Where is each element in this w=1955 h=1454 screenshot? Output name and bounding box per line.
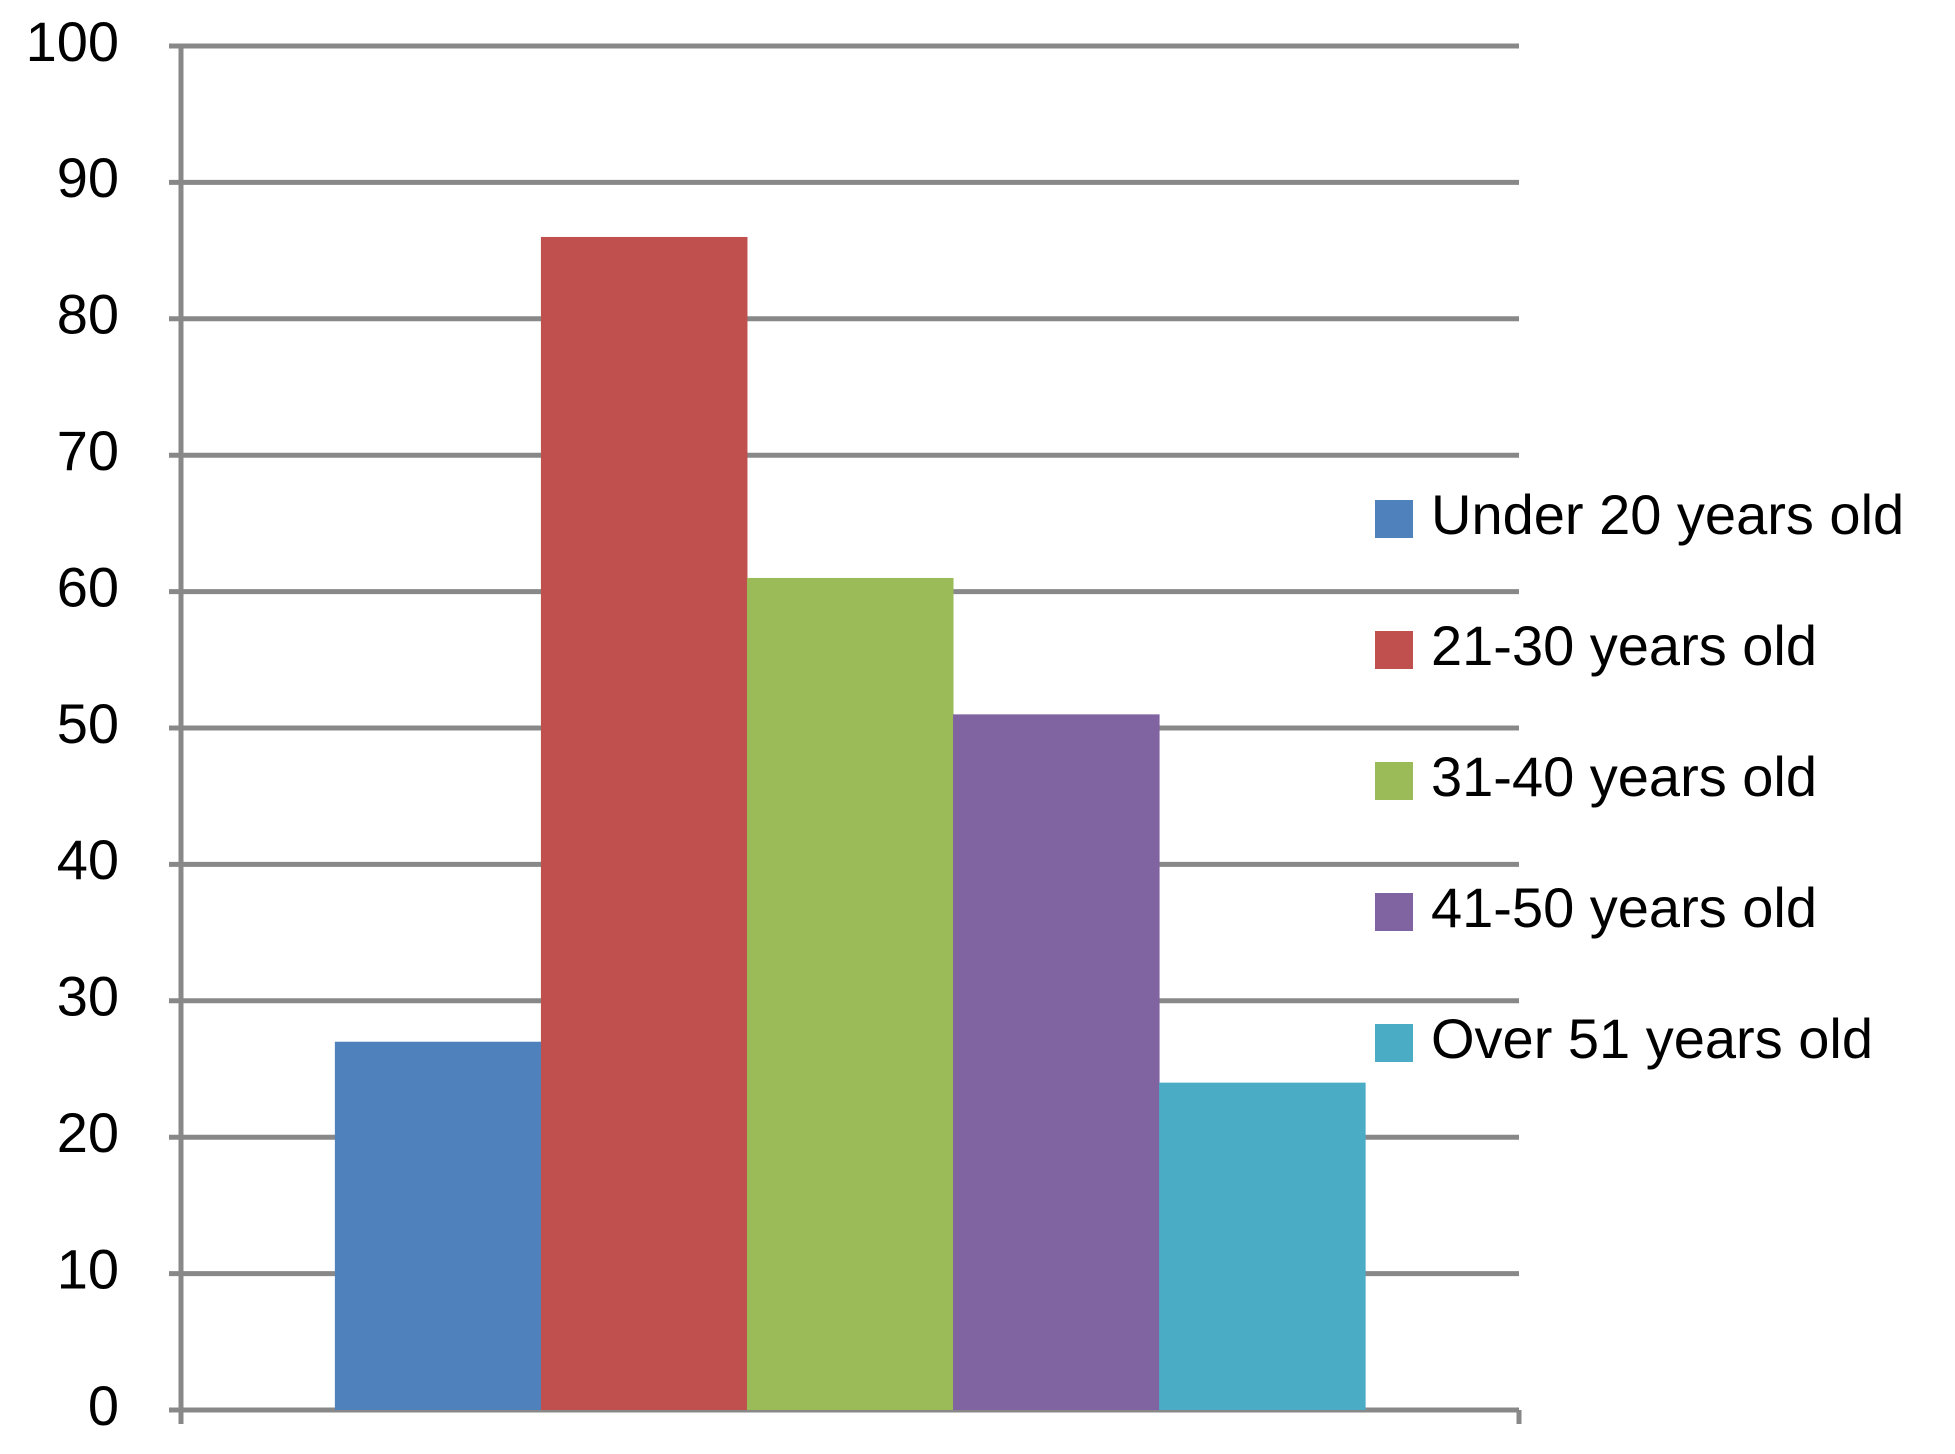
legend-label: 21-30 years old <box>1431 614 1817 677</box>
legend-swatch <box>1375 893 1413 931</box>
y-tick-label: 50 <box>57 692 119 755</box>
legend-label: 31-40 years old <box>1431 745 1817 808</box>
legend-label: 41-50 years old <box>1431 876 1817 939</box>
bar <box>540 236 748 1411</box>
legend-swatch <box>1375 762 1413 800</box>
y-tick-label: 20 <box>57 1101 119 1164</box>
legend-swatch <box>1375 500 1413 538</box>
bar <box>1159 1082 1366 1410</box>
y-tick-label: 60 <box>57 555 119 618</box>
legend-label: Over 51 years old <box>1431 1007 1873 1070</box>
y-tick-label: 30 <box>57 965 119 1028</box>
y-tick-label: 80 <box>57 283 119 346</box>
legend-swatch <box>1375 1024 1413 1062</box>
bar <box>334 1041 542 1410</box>
y-tick-label: 70 <box>57 419 119 482</box>
y-tick-label: 100 <box>26 10 119 73</box>
bar <box>953 714 1160 1410</box>
legend-label: Under 20 years old <box>1431 483 1904 546</box>
bar <box>746 577 954 1410</box>
legend-swatch <box>1375 631 1413 669</box>
y-tick-label: 10 <box>57 1237 119 1300</box>
y-tick-label: 90 <box>57 146 119 209</box>
y-tick-label: 40 <box>57 828 119 891</box>
y-tick-label: 0 <box>88 1374 119 1437</box>
